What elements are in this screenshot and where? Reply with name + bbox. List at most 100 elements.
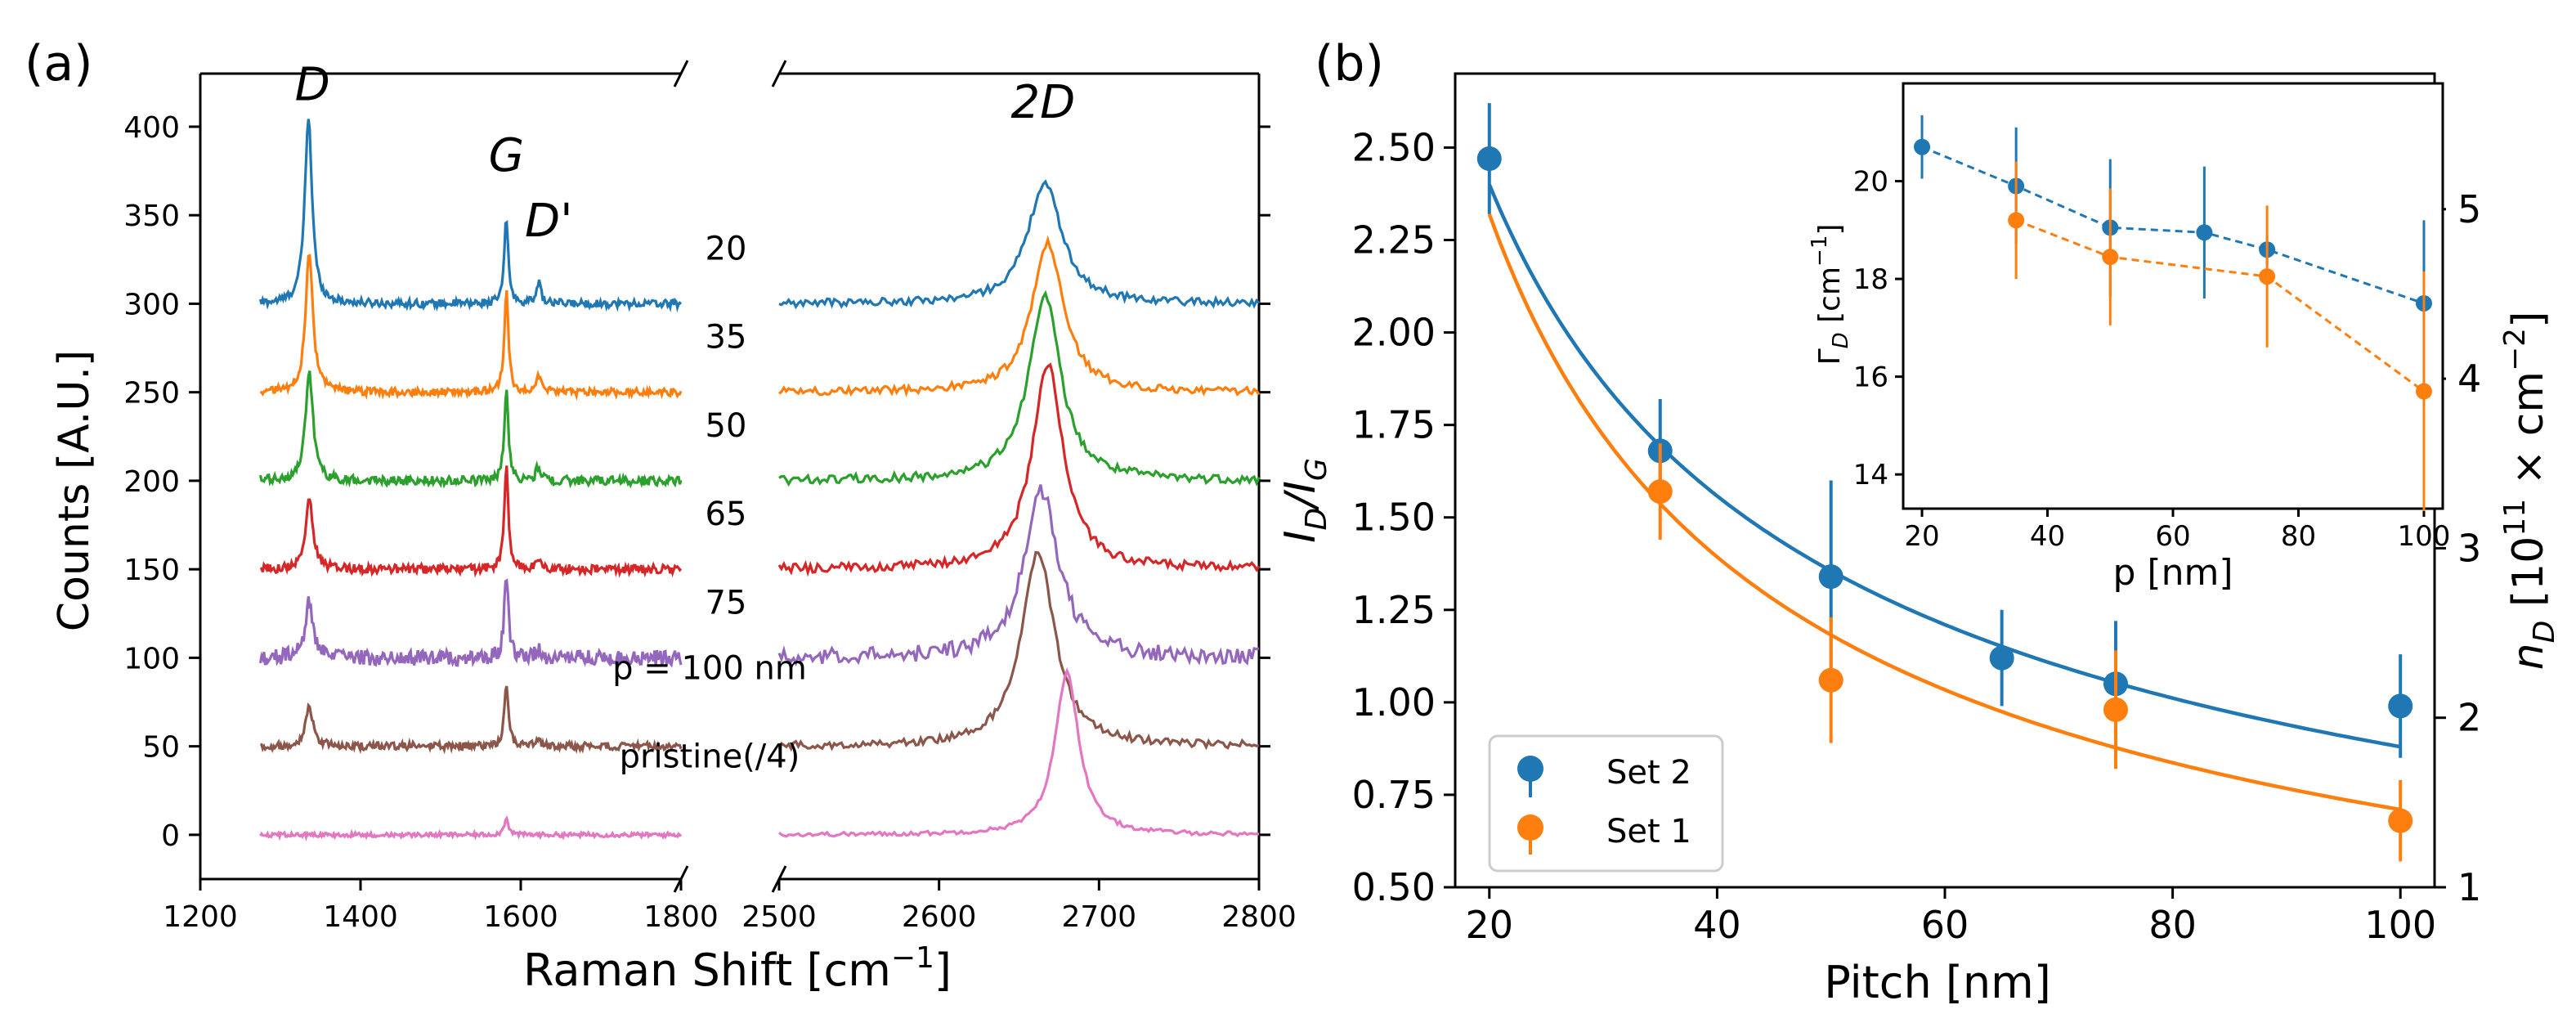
panel-b-y2-tick-label: 1 bbox=[2457, 865, 2481, 909]
inset-point-set-1 bbox=[2008, 212, 2025, 229]
panel-b-point-set-2 bbox=[2388, 693, 2413, 719]
panel-b-y-tick-label: 1.50 bbox=[1352, 496, 1436, 540]
inset-line-set-2 bbox=[1921, 146, 2425, 305]
panel-a-peak-label-2d: 2D bbox=[1010, 76, 1075, 129]
inset-frame bbox=[1902, 82, 2444, 510]
legend-set-1-marker bbox=[1517, 814, 1543, 841]
panel-b-y-tick-label: 0.75 bbox=[1352, 773, 1436, 817]
panel-a-series-label-65: 65 bbox=[706, 496, 747, 533]
panel-a-axis-break bbox=[673, 60, 689, 87]
panel-a-x-tick-label: 1400 bbox=[323, 900, 398, 934]
inset-point-set-2 bbox=[2196, 224, 2213, 241]
panel-a-series-label-35: 35 bbox=[706, 319, 747, 357]
panel-a-axis-break bbox=[673, 865, 689, 893]
panel-a-series-50 bbox=[258, 289, 1261, 489]
panel-a-series-35 bbox=[259, 235, 1261, 402]
panel-b-y2-tick-label: 5 bbox=[2457, 187, 2481, 231]
inset-x-tick-label: 20 bbox=[1904, 520, 1939, 553]
inset-y-tick-label: 14 bbox=[1853, 459, 1888, 491]
panel-a-curve-50-seg0 bbox=[258, 370, 683, 489]
panel-a-series-pristine bbox=[259, 667, 1260, 841]
panel-b-y-axis-label: ID/IG bbox=[1276, 458, 1333, 543]
panel-b-x-tick-label: 80 bbox=[2148, 903, 2197, 947]
panel-a-y-tick-label: 100 bbox=[123, 642, 180, 675]
panel-b-fit-set-2 bbox=[1487, 183, 2401, 749]
panel-b-axes: 20 40 60 80 100 0.50 0.75 1.00 1.25 1.50 1.75 2.00 2… bbox=[1352, 72, 2481, 947]
panel-a-x-tick-label: 2700 bbox=[1062, 900, 1137, 934]
panel-a-axes: 1200 1400 1600 1800 2500 2600 2700 2800 0 50 100 15… bbox=[123, 60, 1297, 934]
inset-point-set-2 bbox=[1914, 138, 1931, 155]
panel-b-y-tick-label: 1.00 bbox=[1352, 680, 1436, 725]
panel-a-series-100 bbox=[260, 550, 1260, 755]
inset-y-tick-label: 18 bbox=[1853, 263, 1888, 296]
panel-b-y-tick-label: 2.50 bbox=[1352, 125, 1436, 169]
legend-set-2-marker bbox=[1517, 756, 1543, 782]
legend-set-2-label: Set 2 bbox=[1606, 754, 1691, 792]
panel-b: (b) 20 40 60 80 1000.500.751.001.251.501.752… bbox=[1276, 35, 2561, 1008]
panel-a-x-tick-label: 2500 bbox=[741, 900, 817, 934]
inset-point-set-1 bbox=[2259, 268, 2276, 285]
panel-a-curve-75-seg1 bbox=[777, 484, 1260, 667]
panel-b-y-tick-label: 1.75 bbox=[1352, 403, 1436, 447]
panel-a-peak-label-g: G bbox=[489, 129, 524, 182]
panel-a-x-tick-label: 1800 bbox=[643, 900, 719, 934]
panel-a-y-tick-label: 250 bbox=[123, 377, 180, 411]
panel-a-y-axis-label: Counts [A.U.] bbox=[50, 350, 99, 631]
panel-b-y2-tick-label: 4 bbox=[2457, 357, 2481, 401]
panel-a-curve-20-seg1 bbox=[778, 179, 1261, 310]
panel-b-point-set-1 bbox=[1647, 479, 1673, 505]
panel-a-curve-50-seg1 bbox=[778, 289, 1261, 487]
legend-box bbox=[1488, 734, 1724, 873]
panel-b-y-tick-label: 2.00 bbox=[1352, 311, 1436, 355]
panel-b-y-tick-label: 2.25 bbox=[1352, 218, 1436, 262]
panel-a-axis-break bbox=[771, 60, 787, 87]
panel-a-x-axis-label: Raman Shift [cm−1] bbox=[523, 941, 952, 996]
panel-a-y-tick-label: 200 bbox=[123, 465, 180, 499]
panel-a-series-label-pristine: pristine(/4) bbox=[620, 738, 800, 776]
inset-chart: 20 40 60 80 100 14 16 18 20 p [nm] ΓD [cm−1] bbox=[1808, 82, 2450, 594]
panel-b-x-tick-label: 60 bbox=[1921, 903, 1969, 947]
panel-a-curve-100-seg1 bbox=[777, 550, 1260, 752]
panel-a-series-label-20: 20 bbox=[706, 230, 747, 267]
inset-point-set-1 bbox=[2415, 383, 2432, 400]
inset-y-tick-label: 20 bbox=[1853, 166, 1888, 199]
panel-b-x-axis-label: Pitch [nm] bbox=[1824, 957, 2051, 1008]
panel-a-x-tick-label: 1600 bbox=[483, 900, 558, 934]
panel-b-x-tick-label: 20 bbox=[1466, 903, 1514, 947]
panel-b-y2-tick-label: 3 bbox=[2457, 526, 2481, 570]
panel-a-y-tick-label: 150 bbox=[123, 554, 180, 587]
legend-entry-set-2: Set 2 bbox=[1517, 754, 1691, 797]
panel-a-curve-pristine-seg1 bbox=[778, 667, 1260, 838]
panel-a-label: (a) bbox=[25, 35, 93, 92]
panel-a-y-tick-label: 50 bbox=[142, 731, 180, 765]
panel-a-y-tick-label: 350 bbox=[123, 200, 180, 233]
panel-b-point-set-1 bbox=[2388, 808, 2413, 833]
panel-a-peak-label-d: D' bbox=[525, 195, 573, 248]
panel-a-y-tick-label: 400 bbox=[123, 111, 180, 145]
panel-a-y-tick-label: 0 bbox=[161, 819, 180, 853]
panel-b-series bbox=[1476, 103, 2413, 862]
panel-a-series bbox=[258, 119, 1261, 841]
inset-y-axis-label: ΓD [cm−1] bbox=[1808, 224, 1853, 366]
panel-b-y2-axis-label: nD [1011 × cm−2] bbox=[2498, 312, 2561, 671]
panel-b-y2-tick-label: 2 bbox=[2457, 696, 2481, 740]
panel-b-series-set-1 bbox=[1487, 213, 2413, 862]
legend-set-1-label: Set 1 bbox=[1606, 813, 1691, 850]
panel-a-curve-65-seg0 bbox=[259, 465, 683, 578]
inset-x-tick-label: 40 bbox=[2030, 520, 2065, 553]
panel-a-series-20 bbox=[258, 119, 1261, 313]
panel-b-label: (b) bbox=[1315, 35, 1384, 92]
panel-b-fit-set-1 bbox=[1487, 213, 2401, 812]
panel-a-curve-35-seg0 bbox=[259, 254, 683, 402]
inset-x-tick-label: 60 bbox=[2155, 520, 2190, 553]
panel-a-x-tick-label: 2800 bbox=[1221, 900, 1297, 934]
panel-b-x-tick-label: 40 bbox=[1693, 903, 1741, 947]
panel-b-x-tick-label: 100 bbox=[2364, 903, 2436, 947]
panel-a-curve-20-seg0 bbox=[258, 119, 683, 313]
inset-series-set-1 bbox=[2008, 161, 2432, 511]
legend: Set 2 Set 1 bbox=[1488, 734, 1724, 873]
panel-a-peak-label-d: D bbox=[295, 58, 330, 111]
inset-line-set-1 bbox=[2015, 219, 2425, 393]
panel-a-series-75 bbox=[258, 484, 1260, 668]
